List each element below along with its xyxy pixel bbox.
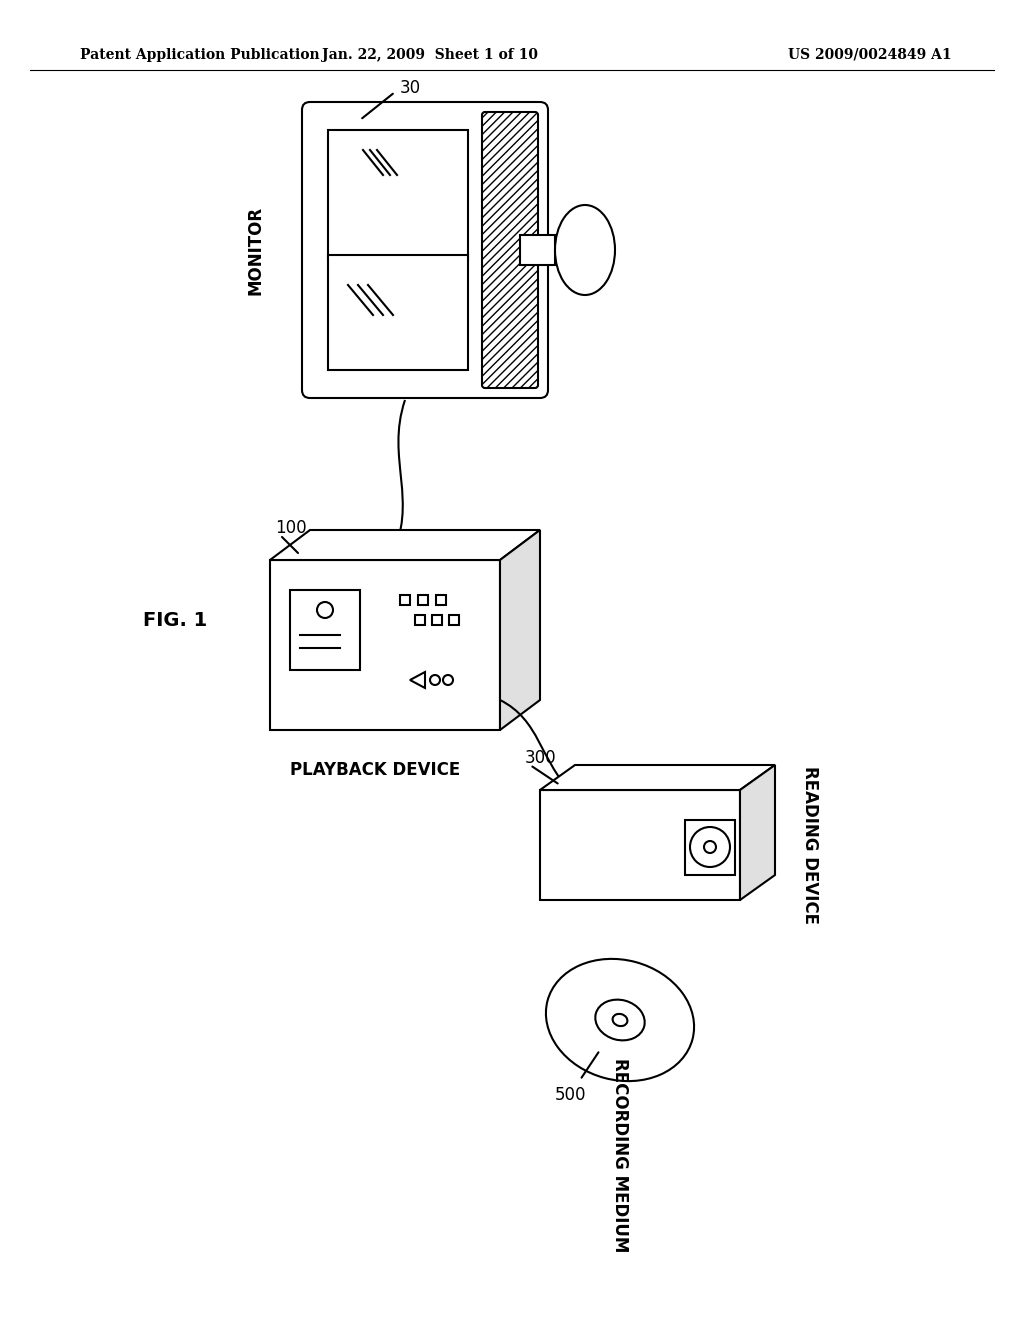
Text: 500: 500: [554, 1086, 586, 1104]
Text: READING DEVICE: READING DEVICE: [801, 766, 819, 924]
Ellipse shape: [555, 205, 615, 294]
PathPatch shape: [740, 766, 775, 900]
Bar: [432, 615, 442, 624]
PathPatch shape: [540, 766, 775, 789]
Bar: [328, 129, 468, 260]
PathPatch shape: [270, 531, 540, 560]
Ellipse shape: [546, 958, 694, 1081]
Bar: [400, 595, 410, 605]
Bar: [540, 789, 740, 900]
FancyBboxPatch shape: [302, 102, 548, 399]
Bar: [290, 590, 360, 671]
Text: Jan. 22, 2009  Sheet 1 of 10: Jan. 22, 2009 Sheet 1 of 10: [322, 48, 538, 62]
Text: MONITOR: MONITOR: [246, 206, 264, 294]
Text: 100: 100: [275, 519, 306, 537]
PathPatch shape: [500, 531, 540, 730]
Bar: [328, 255, 468, 370]
Ellipse shape: [595, 999, 645, 1040]
Ellipse shape: [612, 1014, 628, 1026]
Bar: [449, 615, 459, 624]
Bar: [415, 615, 425, 624]
Bar: [436, 595, 446, 605]
Bar: [520, 235, 555, 265]
Text: 30: 30: [400, 79, 421, 96]
Text: PLAYBACK DEVICE: PLAYBACK DEVICE: [290, 762, 460, 779]
FancyBboxPatch shape: [482, 112, 538, 388]
Text: US 2009/0024849 A1: US 2009/0024849 A1: [788, 48, 952, 62]
Bar: [418, 595, 428, 605]
Bar: [685, 820, 735, 875]
Text: RECORDING MEDIUM: RECORDING MEDIUM: [611, 1057, 629, 1253]
Bar: [270, 560, 500, 730]
Text: Patent Application Publication: Patent Application Publication: [80, 48, 319, 62]
Text: 300: 300: [525, 748, 557, 767]
Text: FIG. 1: FIG. 1: [143, 610, 207, 630]
